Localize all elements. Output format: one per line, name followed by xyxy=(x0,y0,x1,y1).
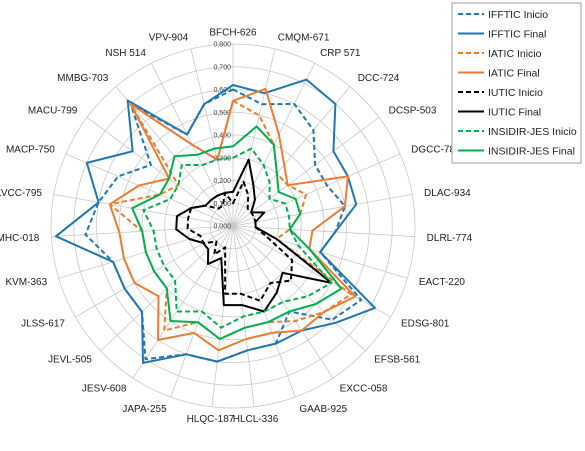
category-label: EXCC-058 xyxy=(340,384,388,395)
grid-spoke xyxy=(232,194,413,227)
series-line xyxy=(131,125,343,340)
category-label: KVM-363 xyxy=(5,277,47,288)
grid-spoke xyxy=(232,86,351,227)
legend-box xyxy=(451,2,582,164)
category-label: DLRL-774 xyxy=(427,233,473,244)
legend-label: IUTIC Final xyxy=(488,106,541,118)
category-label: NSH 514 xyxy=(105,48,146,59)
category-label: JESV-608 xyxy=(82,384,127,395)
category-label: MMBG-703 xyxy=(57,73,109,84)
legend-label: IFFTIC Inicio xyxy=(488,9,548,21)
category-labels: BFCH-626 CMQM-671 CRP 571 DCC-724 DCSP-503 DG… xyxy=(0,28,473,426)
tick-label: 0,000 xyxy=(213,224,231,231)
series-line xyxy=(108,87,357,352)
tick-label: 0,700 xyxy=(213,64,231,71)
grid-spoke xyxy=(190,48,234,227)
tick-label: 0,800 xyxy=(213,42,231,49)
category-label: GAAB-925 xyxy=(299,404,347,415)
grid-spoke xyxy=(132,225,234,379)
category-label: DGCC-787 xyxy=(411,145,461,156)
category-label: BFCH-626 xyxy=(209,28,257,39)
legend-label: INSIDIR-JES Inicio xyxy=(488,126,577,138)
legend-label: INSIDIR-JES Final xyxy=(488,145,575,157)
grid-spoke xyxy=(232,116,380,227)
category-label: DCSP-503 xyxy=(389,106,437,117)
series-lines xyxy=(54,78,376,364)
grid-spoke xyxy=(211,225,234,407)
tick-label: 0,500 xyxy=(213,110,231,117)
tick-label: 0,200 xyxy=(213,178,231,185)
legend-label: IFFTIC Final xyxy=(488,28,546,40)
radial-tick-labels: 0,000 0,100 0,200 0,300 0,400 0,500 0,600 0,700… xyxy=(213,42,231,231)
series-line xyxy=(175,158,333,313)
category-label: HLCL-336 xyxy=(233,414,279,425)
category-label: JEVL-505 xyxy=(48,355,92,366)
legend-label: IUTIC Inicio xyxy=(488,87,543,99)
grid-spoke xyxy=(232,225,366,352)
legend-label: IATIC Inicio xyxy=(488,48,542,60)
grid-spoke xyxy=(232,153,401,227)
series-line xyxy=(142,147,333,329)
category-label: EFSB-561 xyxy=(374,355,421,366)
tick-label: 0,100 xyxy=(213,201,231,208)
category-label: VPV-904 xyxy=(149,33,189,44)
category-label: LVCC-795 xyxy=(0,188,42,199)
grid-spoke xyxy=(232,48,276,227)
tick-label: 0,600 xyxy=(213,87,231,94)
legend-label: IATIC Final xyxy=(488,67,540,79)
category-label: MACU-799 xyxy=(28,106,78,117)
category-label: DCC-724 xyxy=(358,73,400,84)
category-label: HLQC-187 xyxy=(187,414,235,425)
category-label: JAPA-255 xyxy=(122,404,167,415)
grid-spoke xyxy=(65,153,234,227)
grid-spoke xyxy=(232,225,415,237)
category-label: EACT-220 xyxy=(419,277,466,288)
category-label: CMQM-671 xyxy=(278,33,330,44)
category-label: CRP 571 xyxy=(320,48,361,59)
category-label: DLAC-934 xyxy=(424,188,471,199)
tick-label: 0,300 xyxy=(213,155,231,162)
legend: IFFTIC Inicio IFFTIC Final IATIC Inicio IAT… xyxy=(451,2,582,164)
category-label: LMHC-018 xyxy=(0,233,40,244)
category-label: MACP-750 xyxy=(6,145,55,156)
category-label: EDSG-801 xyxy=(401,319,450,330)
series-line xyxy=(54,78,376,364)
grid-spoke xyxy=(232,225,334,379)
grid-spoke xyxy=(86,116,234,227)
grid-spoke xyxy=(232,225,391,318)
tick-label: 0,400 xyxy=(213,133,231,140)
category-label: JLSS-617 xyxy=(21,319,65,330)
radar-grid xyxy=(50,43,416,409)
